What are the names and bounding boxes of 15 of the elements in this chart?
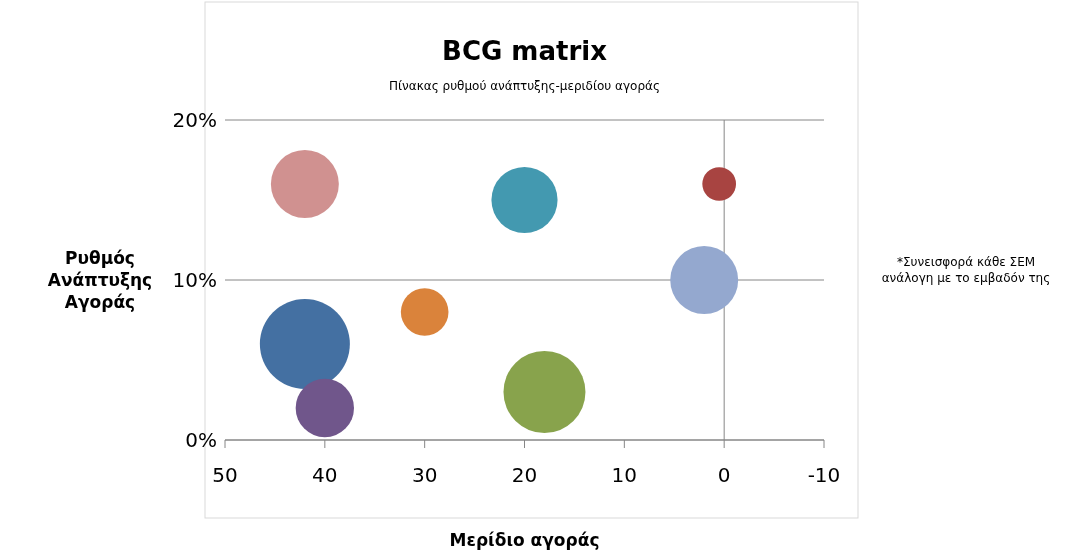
y-tick-label: 20%	[172, 108, 217, 132]
text: *Συνεισφορά κάθε ΣΕΜ ανάλογη με το εμβαδόν της	[881, 255, 1051, 285]
x-tick-label: -10	[807, 463, 841, 487]
chart-title: BCG matrix	[442, 36, 608, 66]
x-tick-label: 50	[212, 463, 238, 487]
x-axis-title: Μερίδιο αγοράς	[449, 530, 600, 550]
chart-subtitle: Πίνακας ρυθμού ανάπτυξης-μεριδίου αγοράς	[389, 79, 660, 93]
x-tick-label: 40	[312, 463, 338, 487]
x-tick-label: 0	[717, 463, 731, 487]
x-tick-label: 20	[511, 463, 538, 487]
y-tick-label: 0%	[185, 428, 217, 452]
x-tick-label: 10	[611, 463, 638, 487]
y-axis-title: Ρυθμός Ανάπτυξης Αγοράς	[47, 248, 153, 312]
x-tick-label: 30	[411, 463, 438, 487]
y-tick-label: 10%	[172, 268, 217, 292]
